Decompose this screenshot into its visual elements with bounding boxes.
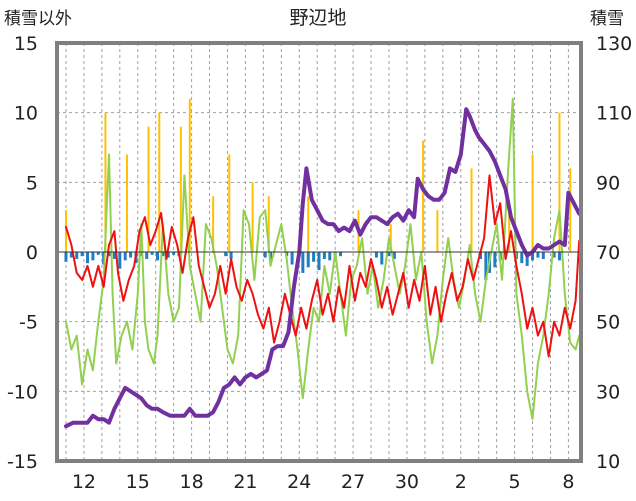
precipitation-bar	[322, 252, 326, 259]
precipitation-bar	[374, 252, 378, 258]
precipitation-bar	[75, 252, 79, 259]
precipitation-bar	[145, 252, 149, 259]
precipitation-bar	[129, 252, 133, 258]
precipitation-bar	[263, 252, 267, 258]
precipitation-bar	[96, 252, 100, 255]
x-tick-label: 2	[455, 471, 467, 493]
x-tick-label: 5	[509, 471, 521, 493]
precipitation-bar	[112, 252, 116, 259]
precipitation-bar	[552, 252, 556, 258]
precipitation-bar	[541, 252, 545, 259]
data-series	[57, 97, 582, 429]
precipitation-bar	[139, 252, 143, 257]
precipitation-bar	[531, 252, 535, 261]
precipitation-bar	[536, 252, 540, 258]
right-tick-label: 10	[596, 451, 620, 473]
left-tick-label: 15	[14, 33, 38, 55]
precipitation-bar	[328, 252, 332, 261]
left-tick-label: 5	[26, 172, 38, 194]
left-tick-label: -15	[7, 451, 38, 473]
right-axis-label: 積雪	[590, 9, 624, 29]
precipitation-bar	[64, 252, 68, 262]
precipitation-bar	[339, 252, 343, 257]
x-tick-label: 18	[179, 471, 203, 493]
right-tick-label: 110	[596, 103, 632, 125]
left-tick-label: -10	[7, 381, 38, 403]
gridlines	[57, 42, 581, 462]
right-tick-label: 90	[596, 172, 620, 194]
precipitation-bar	[91, 252, 95, 261]
temperature-line	[65, 174, 581, 358]
left-axis-ticks: 15 10 5 0 -5 -10 -15	[7, 33, 38, 473]
precipitation-bar	[380, 252, 384, 265]
x-tick-label: 27	[341, 471, 365, 493]
x-tick-label: 8	[562, 471, 574, 493]
precipitation-bar	[301, 252, 305, 273]
precipitation-bar	[161, 252, 165, 257]
x-tick-label: 12	[72, 471, 96, 493]
right-tick-label: 70	[596, 242, 620, 264]
precipitation-bar	[520, 252, 524, 264]
x-tick-label: 21	[233, 471, 257, 493]
precipitation-bar	[290, 252, 294, 265]
precipitation-bar	[525, 252, 529, 266]
precipitation-bar	[172, 252, 176, 255]
precipitation-bar	[229, 252, 233, 259]
precipitation-bar	[493, 252, 497, 268]
snow-depth-line	[64, 107, 582, 429]
wind-line	[65, 97, 581, 421]
precipitation-bar	[312, 252, 316, 262]
precipitation-bar	[69, 252, 73, 258]
precipitation-bar	[557, 252, 561, 261]
precipitation-bar	[224, 252, 228, 257]
right-tick-label: 130	[596, 33, 632, 55]
right-axis-ticks: 130 110 90 70 50 30 10	[596, 33, 632, 473]
x-tick-label: 15	[126, 471, 150, 493]
right-tick-label: 50	[596, 312, 620, 334]
left-tick-label: -5	[19, 312, 38, 334]
precipitation-bar	[107, 252, 111, 257]
precipitation-bar	[118, 252, 122, 269]
precipitation-bar	[387, 252, 391, 257]
left-tick-label: 0	[26, 242, 38, 264]
right-tick-label: 30	[596, 381, 620, 403]
precipitation-bar	[317, 252, 321, 271]
precipitation-bar	[123, 252, 127, 261]
plot-frame	[55, 41, 583, 463]
left-tick-label: 10	[14, 103, 38, 125]
precipitation-bar	[392, 252, 396, 259]
x-tick-label: 24	[287, 471, 311, 493]
precipitation-bar	[80, 252, 84, 257]
precipitation-bar	[306, 252, 310, 268]
x-tick-label: 30	[395, 471, 419, 493]
precipitation-bar	[484, 252, 488, 280]
x-axis-ticks: 12 15 18 21 24 27 30 2 5 8	[72, 471, 575, 493]
left-axis-label: 積雪以外	[4, 9, 72, 29]
precipitation-bar	[166, 252, 170, 258]
precipitation-bar	[86, 252, 90, 264]
chart-title: 野辺地	[289, 7, 346, 29]
precipitation-bar	[155, 252, 159, 261]
precipitation-bar	[150, 252, 154, 255]
